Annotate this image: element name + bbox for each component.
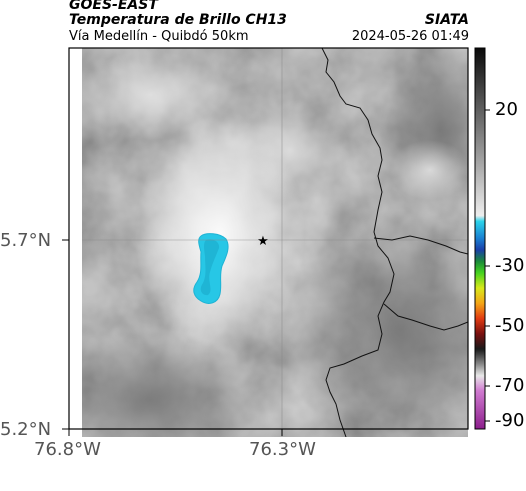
colorbar-tick-20: 20 (495, 99, 518, 120)
y-tick-label-5-2: 5.2°N (0, 419, 52, 440)
department-border-east (373, 235, 468, 255)
org-label: SIATA (424, 12, 469, 28)
colorbar-tick-minus30: -30 (495, 255, 525, 276)
colorbar-tick-minus70: -70 (495, 375, 525, 396)
department-border (321, 48, 395, 437)
x-tick-label-76-8: 76.8°W (34, 439, 101, 460)
product-title: Temperatura de Brillo CH13 (69, 12, 287, 28)
colorbar-gradient (474, 47, 486, 430)
route-subtitle: Vía Medellín - Quibdó 50km (69, 29, 249, 44)
y-tick-label-5-7: 5.7°N (0, 230, 52, 251)
satellite-label: GOES-EAST (69, 0, 158, 13)
star-icon: ★ (257, 234, 269, 249)
x-tick-label-76-3: 76.3°W (249, 439, 316, 460)
datetime-label: 2024-05-26 01:49 (351, 29, 469, 44)
map-frame (68, 47, 469, 430)
department-border-south (383, 303, 468, 331)
brightness-temperature-field (82, 48, 468, 437)
colorbar-tick-minus90: -90 (495, 410, 525, 431)
colorbar-tick-minus50: -50 (495, 315, 525, 336)
